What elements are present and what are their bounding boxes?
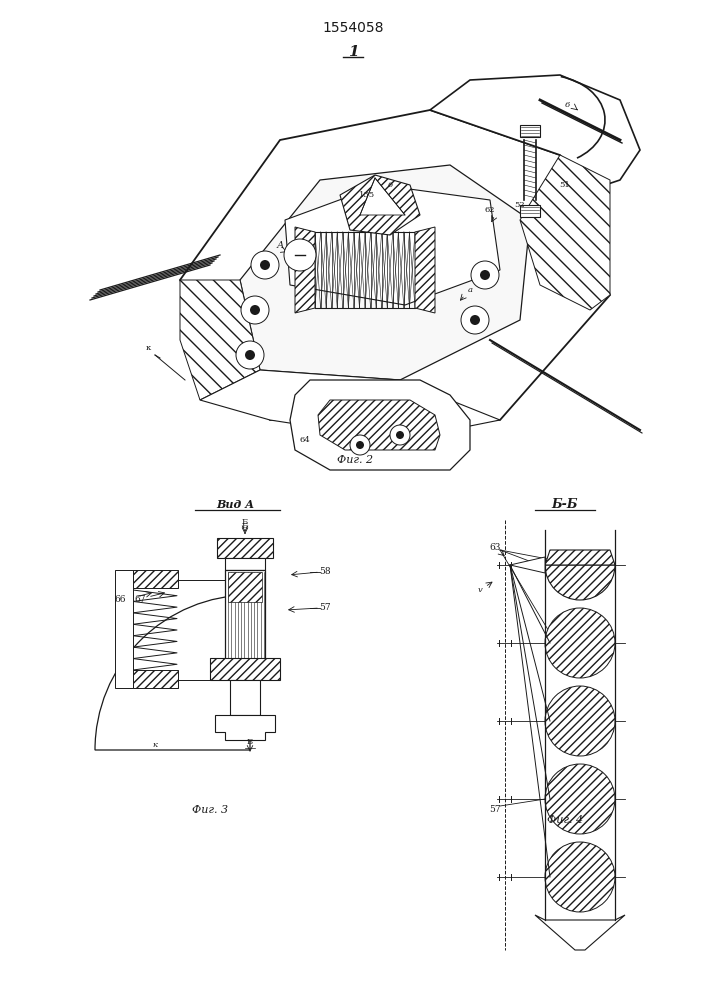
- Text: 57: 57: [319, 603, 331, 612]
- Circle shape: [241, 296, 269, 324]
- Polygon shape: [535, 915, 625, 950]
- Polygon shape: [200, 370, 500, 440]
- Text: Б-Б: Б-Б: [551, 498, 578, 512]
- Text: v: v: [478, 586, 482, 594]
- Text: к: к: [146, 344, 151, 352]
- Polygon shape: [225, 558, 265, 570]
- Bar: [228, 572, 262, 602]
- Circle shape: [245, 350, 255, 360]
- Wedge shape: [545, 565, 615, 600]
- Circle shape: [545, 686, 615, 756]
- Circle shape: [396, 431, 404, 439]
- Bar: [520, 125, 540, 137]
- Bar: [225, 570, 265, 660]
- Circle shape: [251, 251, 279, 279]
- Polygon shape: [415, 227, 435, 313]
- Text: 51: 51: [560, 181, 571, 189]
- Text: к: к: [153, 741, 158, 749]
- Polygon shape: [215, 715, 275, 740]
- Text: А: А: [276, 240, 284, 249]
- Bar: [230, 680, 260, 715]
- Polygon shape: [545, 550, 615, 565]
- Text: 57: 57: [489, 804, 501, 814]
- Circle shape: [480, 270, 490, 280]
- Polygon shape: [210, 658, 280, 680]
- Polygon shape: [510, 557, 545, 573]
- Text: 6: 6: [564, 101, 570, 109]
- Circle shape: [350, 435, 370, 455]
- Text: 1: 1: [348, 45, 358, 59]
- Polygon shape: [318, 400, 440, 450]
- Bar: [133, 570, 178, 588]
- Circle shape: [545, 842, 615, 912]
- Polygon shape: [360, 178, 405, 215]
- Circle shape: [461, 306, 489, 334]
- Text: 6: 6: [387, 181, 392, 189]
- Polygon shape: [290, 380, 470, 470]
- Bar: [520, 205, 540, 217]
- Text: Б: Б: [242, 518, 248, 526]
- Text: Б: Б: [247, 738, 253, 746]
- Text: Вид А: Вид А: [216, 499, 254, 510]
- Polygon shape: [180, 110, 610, 420]
- Text: 64: 64: [300, 436, 310, 444]
- Polygon shape: [295, 227, 315, 313]
- Circle shape: [390, 425, 410, 445]
- Text: 66: 66: [115, 595, 126, 604]
- Circle shape: [470, 315, 480, 325]
- Polygon shape: [180, 280, 260, 400]
- Text: Фиг. 2: Фиг. 2: [337, 455, 373, 465]
- Circle shape: [356, 441, 364, 449]
- Text: 62: 62: [485, 206, 495, 214]
- Polygon shape: [430, 75, 640, 190]
- Circle shape: [284, 239, 316, 271]
- Text: а: а: [467, 286, 472, 294]
- Text: Б: Б: [242, 522, 248, 530]
- Circle shape: [260, 260, 270, 270]
- Text: 135: 135: [359, 191, 375, 199]
- Circle shape: [236, 341, 264, 369]
- Wedge shape: [95, 595, 250, 750]
- Polygon shape: [285, 185, 500, 305]
- Polygon shape: [217, 538, 273, 558]
- Text: 58: 58: [319, 568, 331, 576]
- Polygon shape: [520, 155, 610, 310]
- Circle shape: [545, 608, 615, 678]
- Polygon shape: [240, 165, 530, 380]
- Circle shape: [250, 305, 260, 315]
- Text: 67: 67: [134, 595, 146, 604]
- Text: 1554058: 1554058: [322, 21, 384, 35]
- Circle shape: [545, 764, 615, 834]
- Text: Фиг. 4: Фиг. 4: [547, 815, 583, 825]
- Text: 52: 52: [515, 201, 525, 209]
- Bar: [133, 670, 178, 688]
- Text: 63: 63: [489, 544, 501, 552]
- Bar: [115, 570, 133, 688]
- Circle shape: [471, 261, 499, 289]
- Text: Фиг. 3: Фиг. 3: [192, 805, 228, 815]
- Polygon shape: [340, 175, 420, 235]
